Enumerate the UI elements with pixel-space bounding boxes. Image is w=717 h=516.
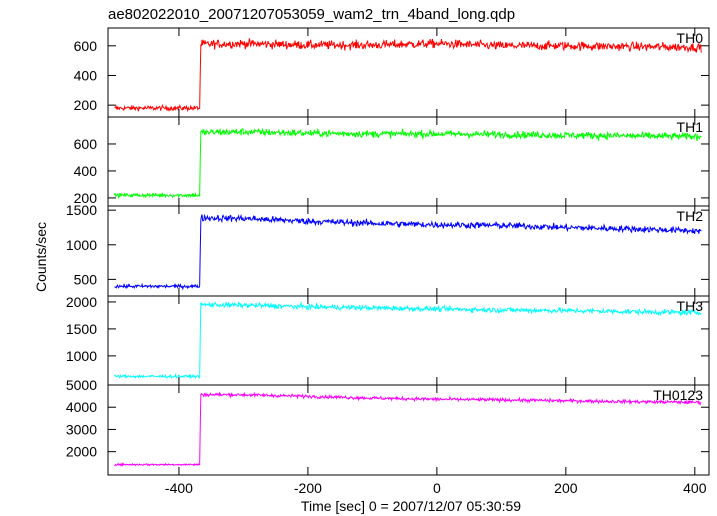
series-label-th2: TH2: [677, 208, 704, 224]
y-tick-label: 2000: [66, 444, 97, 460]
series-line-th3: [114, 301, 702, 380]
y-tick-label: 400: [74, 163, 98, 179]
x-tick-label: 0: [433, 480, 441, 496]
series-line-th0123: [114, 391, 702, 467]
series-line-th1: [113, 127, 702, 200]
series-label-th1: TH1: [677, 119, 704, 135]
series-line-th0: [114, 38, 702, 113]
y-tick-label: 1000: [66, 348, 97, 364]
panel-frame: [107, 116, 710, 207]
y-tick-label: 1000: [66, 237, 97, 253]
y-tick-label: 600: [74, 38, 98, 54]
x-tick-label: 200: [554, 480, 578, 496]
y-tick-label: 4000: [66, 399, 97, 415]
panel-th3: 1000 1500 2000 TH3: [66, 294, 710, 386]
panel-frame: [107, 384, 710, 476]
series-label-th0123: TH0123: [653, 387, 703, 403]
panel-th0: 200 400 600 TH0: [74, 27, 710, 118]
chart-title: ae802022010_20071207053059_wam2_trn_4ban…: [108, 6, 515, 23]
series-label-th3: TH3: [677, 298, 704, 314]
panel-th1: 200 400 600 TH1: [74, 116, 710, 207]
series-line-th2: [114, 213, 702, 291]
series-label-th0: TH0: [677, 30, 704, 46]
x-tick-label: -400: [165, 480, 193, 496]
panels: 200 400 600 TH0 200 400 600 TH1 500 1000 1500 TH2 10…: [66, 27, 710, 476]
panel-frame: [107, 27, 710, 118]
x-tick-label: -200: [294, 480, 322, 496]
panel-th0123: 2000 3000 4000 5000 TH0123: [66, 377, 710, 476]
y-tick-label: 600: [74, 136, 98, 152]
x-axis-tick-labels: -400 -200 0 200 400: [165, 480, 707, 496]
panel-frame: [107, 295, 710, 386]
y-tick-label: 3000: [66, 421, 97, 437]
y-tick-label: 200: [74, 190, 98, 206]
panel-frame: [107, 205, 710, 297]
y-tick-label: 2000: [66, 294, 97, 310]
panel-th2: 500 1000 1500 TH2: [66, 202, 710, 297]
y-tick-label: 500: [74, 271, 98, 287]
y-tick-label: 1500: [66, 321, 97, 337]
y-tick-label: 200: [74, 97, 98, 113]
y-tick-label: 1500: [66, 202, 97, 218]
y-tick-label: 5000: [66, 377, 97, 393]
y-tick-label: 400: [74, 67, 98, 83]
x-axis-label: Time [sec] 0 = 2007/12/07 05:30:59: [301, 498, 521, 514]
x-tick-label: 400: [683, 480, 707, 496]
y-axis-label: Counts/sec: [33, 222, 49, 292]
